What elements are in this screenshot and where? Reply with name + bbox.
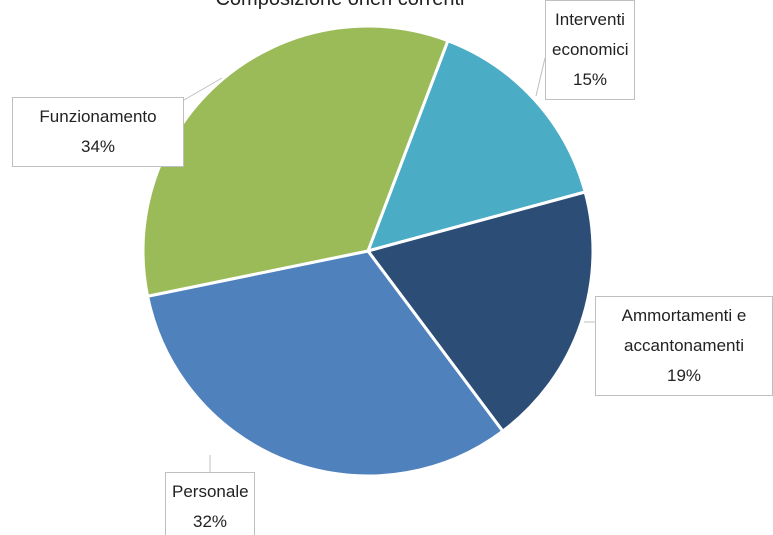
data-label: Ammortamenti e accantonamenti 19% [595,296,773,396]
category-label: Personale [172,482,249,501]
leader-line [183,77,223,101]
percent-label: 15% [572,70,608,89]
data-label: Personale 32% [165,472,255,535]
percent-label: 34% [80,137,116,156]
pie-slice [365,190,595,434]
category-label: Ammortamenti e accantonamenti [621,306,747,355]
category-label: Interventi economici [552,10,629,59]
chart-title: Composizione oneri correnti [0,0,680,11]
data-label: Interventi economici 15% [545,0,635,100]
percent-label: 32% [192,512,228,531]
data-label: Funzionamento 34% [12,97,184,167]
pie-slice [145,249,505,478]
percent-label: 19% [666,366,702,385]
category-label: Funzionamento [39,107,157,126]
pie-slice [365,38,587,254]
leader-line [535,57,546,97]
pie-slice [141,24,450,299]
